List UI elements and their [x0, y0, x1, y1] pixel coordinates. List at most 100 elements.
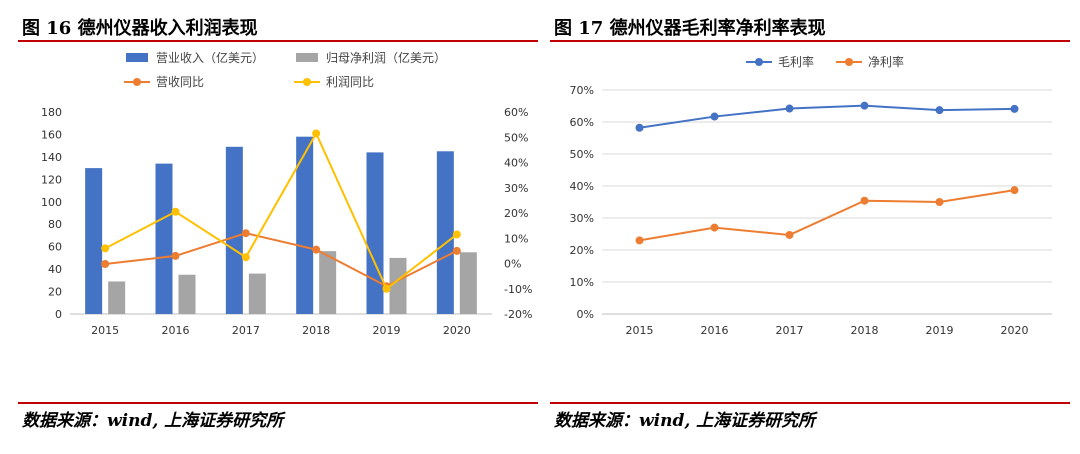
gross-margin-line	[639, 104, 1015, 129]
gross-margin-point	[710, 112, 719, 121]
left-axis-tick-label: 100	[41, 196, 62, 209]
legend-profit-yoy-marker	[303, 78, 311, 86]
profit-yoy-point	[101, 244, 110, 253]
revenue-bar	[296, 136, 314, 314]
right-axis-tick-label: 50%	[504, 131, 528, 144]
profit-yoy-point	[452, 230, 461, 239]
gross-margin-point	[785, 104, 794, 113]
y-axis-tick-label: 10%	[570, 276, 594, 289]
gross-margin-point	[935, 106, 944, 115]
net-profit-bar	[459, 252, 477, 314]
gross-margin-point	[635, 123, 644, 132]
net-margin-point	[860, 196, 869, 205]
figure-16: 图 16 德州仪器收入利润表现 0 20 40 60 80 100 120 140 160 180…	[18, 0, 538, 454]
x-axis-tick-label: 2017	[776, 324, 804, 337]
x-axis-tick-label: 2018	[851, 324, 879, 337]
legend-net-profit-label: 归母净利润（亿美元）	[326, 50, 446, 65]
title-divider	[550, 40, 1070, 42]
x-axis-tick-label: 2015	[91, 324, 119, 337]
y-axis-tick-label: 30%	[570, 212, 594, 225]
net-margin-point	[935, 198, 944, 206]
net-margin-point	[635, 236, 644, 245]
revenue-bar	[366, 152, 384, 314]
net-margin-line	[639, 189, 1015, 242]
y-axis-tick-label: 0%	[577, 308, 594, 321]
legend-revenue-yoy-marker	[133, 78, 141, 86]
net-profit-bar	[248, 273, 266, 314]
right-axis-tick-label: -20%	[504, 308, 532, 321]
left-axis-tick-label: 60	[48, 241, 62, 254]
right-axis-tick-label: 10%	[504, 232, 528, 245]
net-margin-point	[1010, 186, 1019, 195]
x-axis-tick-label: 2019	[926, 324, 954, 337]
net-profit-bar	[108, 281, 126, 314]
profit-yoy-point	[382, 284, 391, 293]
x-axis-tick-label: 2017	[232, 324, 260, 337]
figure-17: 图 17 德州仪器毛利率净利率表现 0% 10% 20% 30% 40% 50% 60% 70…	[550, 0, 1070, 454]
left-axis-tick-label: 160	[41, 128, 62, 141]
source-note: 数据来源：wind, 上海证券研究所	[554, 411, 816, 431]
revenue-bar	[225, 146, 243, 314]
left-axis-tick-label: 120	[41, 173, 62, 186]
net-margin-point	[785, 230, 794, 239]
title-divider	[18, 40, 538, 42]
right-axis-tick-label: 20%	[504, 207, 528, 220]
revenue-yoy-point	[241, 229, 250, 238]
left-axis-tick-label: 0	[55, 308, 62, 321]
revenue-profit-chart: 0 20 40 60 80 100 120 140 160 180 -20% -10% 0% 10% 20%…	[18, 44, 538, 384]
revenue-yoy-point	[452, 246, 461, 255]
revenue-bar	[155, 163, 173, 314]
margin-chart-svg: 0% 10% 20% 30% 40% 50% 60% 70% 2015 2016 2017 2018 2…	[570, 54, 1052, 337]
revenue-yoy-point	[312, 245, 321, 254]
right-axis-tick-label: 40%	[504, 157, 528, 170]
profit-yoy-point	[171, 207, 180, 216]
x-axis-tick-label: 2019	[373, 324, 401, 337]
y-axis-tick-label: 60%	[570, 116, 594, 129]
legend-gross-margin-marker	[755, 58, 763, 66]
y-axis-tick-label: 40%	[570, 180, 594, 193]
y-axis-tick-label: 70%	[570, 84, 594, 97]
profit-yoy-point	[312, 129, 321, 138]
net-margin-point	[710, 223, 719, 232]
left-axis-tick-label: 20	[48, 286, 62, 299]
profit-yoy-line	[104, 131, 458, 291]
legend-revenue-yoy-label: 营收同比	[156, 75, 204, 89]
right-axis-tick-label: 60%	[504, 106, 528, 119]
y-axis-tick-label: 20%	[570, 244, 594, 257]
right-axis-tick-label: 0%	[504, 258, 521, 271]
x-axis-tick-label: 2020	[443, 324, 471, 337]
source-note: 数据来源：wind, 上海证券研究所	[22, 411, 284, 431]
legend-gross-margin-label: 毛利率	[778, 54, 814, 69]
source-divider	[18, 402, 538, 404]
net-profit-bar	[389, 257, 407, 314]
net-profit-bar	[319, 251, 337, 314]
legend-net-profit-swatch	[296, 53, 318, 62]
revenue-yoy-point	[171, 251, 180, 260]
left-axis-tick-label: 40	[48, 263, 62, 276]
figure-title: 图 17 德州仪器毛利率净利率表现	[554, 18, 826, 39]
revenue-yoy-point	[101, 260, 110, 269]
x-axis-tick-label: 2016	[701, 324, 729, 337]
legend-profit-yoy-label: 利润同比	[326, 75, 374, 89]
profit-yoy-point	[241, 253, 250, 262]
revenue-bar	[436, 151, 454, 314]
x-axis-tick-label: 2015	[626, 324, 654, 337]
left-axis-tick-label: 180	[41, 106, 62, 119]
net-profit-bar	[178, 274, 196, 314]
legend-net-margin-marker	[845, 58, 853, 66]
right-axis-tick-label: -10%	[504, 283, 532, 296]
right-axis-tick-label: 30%	[504, 182, 528, 195]
margin-chart: 0% 10% 20% 30% 40% 50% 60% 70% 2015 2016 2017 2018 2…	[550, 44, 1070, 384]
revenue-profit-chart-svg: 0 20 40 60 80 100 120 140 160 180 -20% -10% 0% 10% 20%…	[41, 50, 532, 337]
legend-revenue-label: 营业收入（亿美元）	[156, 50, 264, 65]
y-axis-tick-label: 50%	[570, 148, 594, 161]
gross-margin-point	[1010, 104, 1019, 113]
x-axis-tick-label: 2018	[302, 324, 330, 337]
legend-revenue-swatch	[126, 53, 148, 62]
source-divider	[550, 402, 1070, 404]
x-axis-tick-label: 2020	[1001, 324, 1029, 337]
gross-margin-point	[860, 101, 869, 110]
figure-title: 图 16 德州仪器收入利润表现	[22, 18, 258, 39]
legend-net-margin-label: 净利率	[868, 54, 904, 69]
revenue-bar	[85, 168, 103, 314]
